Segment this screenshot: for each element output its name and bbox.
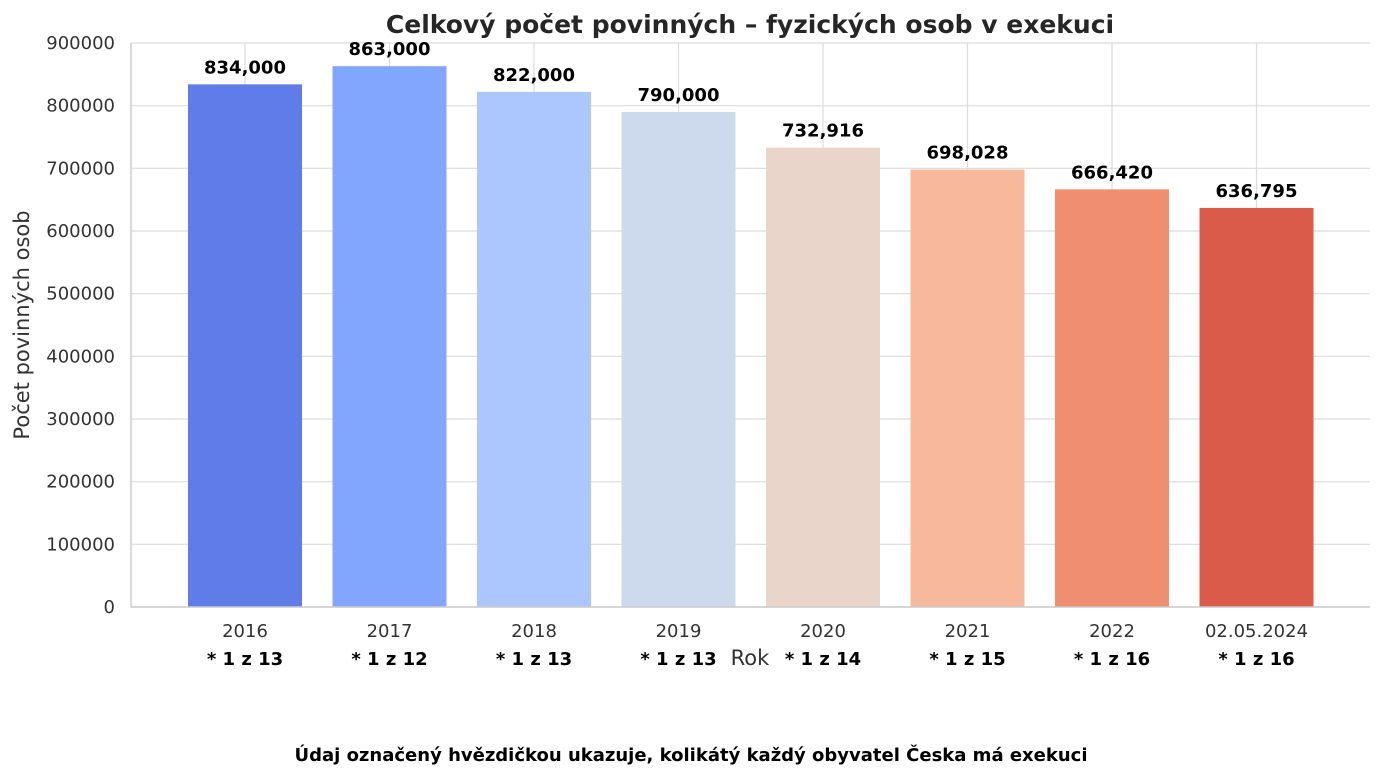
value-labels: 834,000 863,000 822,000 790,000 732,916 698,0… bbox=[204, 39, 1297, 202]
ratio-label: * 1 z 16 bbox=[1218, 649, 1294, 670]
bar bbox=[1055, 189, 1169, 607]
x-tick-labels: 2016 2017 2018 2019 2020 2021 2022 02.05.2024 bbox=[222, 621, 1308, 642]
ratio-label: * 1 z 13 bbox=[496, 649, 572, 670]
x-tick-label: 2021 bbox=[945, 621, 991, 642]
bar bbox=[766, 147, 880, 607]
ratio-labels: * 1 z 13 * 1 z 12 * 1 z 13 * 1 z 13 * 1 z 14… bbox=[207, 649, 1295, 670]
y-axis-title: Počet povinných osob bbox=[10, 210, 34, 439]
bar bbox=[621, 111, 736, 607]
y-tick-label: 400000 bbox=[46, 346, 115, 367]
bar bbox=[910, 169, 1025, 607]
x-tick-label: 2022 bbox=[1089, 621, 1135, 642]
y-tick-labels: 0 100000 200000 300000 400000 500000 600000 700… bbox=[46, 33, 115, 618]
x-tick-label: 2018 bbox=[511, 621, 557, 642]
bar-value-label: 698,028 bbox=[927, 143, 1009, 164]
grid bbox=[131, 42, 1370, 608]
y-tick-label: 800000 bbox=[46, 96, 115, 117]
bar-value-label: 790,000 bbox=[638, 85, 720, 106]
x-axis-title: Rok bbox=[731, 646, 770, 670]
y-tick-label: 100000 bbox=[46, 534, 115, 555]
y-tick-label: 0 bbox=[104, 597, 115, 618]
x-tick-label: 2019 bbox=[656, 621, 702, 642]
footnote: Údaj označený hvězdičkou ukazuje, koliká… bbox=[294, 744, 1087, 766]
bar bbox=[477, 91, 591, 607]
bar-value-label: 636,795 bbox=[1216, 181, 1298, 202]
x-tick-label: 2020 bbox=[800, 621, 846, 642]
y-tick-label: 500000 bbox=[46, 284, 115, 305]
bar-value-label: 666,420 bbox=[1071, 162, 1153, 183]
chart-title: Celkový počet povinných – fyzických osob… bbox=[386, 10, 1114, 39]
bar-value-label: 863,000 bbox=[349, 39, 431, 60]
ratio-label: * 1 z 12 bbox=[351, 649, 427, 670]
y-tick-label: 700000 bbox=[46, 158, 115, 179]
y-tick-label: 200000 bbox=[46, 472, 115, 493]
bars bbox=[188, 66, 1314, 608]
ratio-label: * 1 z 14 bbox=[785, 649, 861, 670]
y-tick-label: 900000 bbox=[46, 33, 115, 54]
x-tick-label: 02.05.2024 bbox=[1205, 621, 1308, 642]
x-tick-label: 2016 bbox=[222, 621, 268, 642]
bar-value-label: 822,000 bbox=[493, 65, 575, 86]
bar-value-label: 834,000 bbox=[204, 57, 286, 78]
ratio-label: * 1 z 13 bbox=[640, 649, 716, 670]
bar bbox=[188, 84, 302, 608]
ratio-label: * 1 z 13 bbox=[207, 649, 283, 670]
y-tick-label: 600000 bbox=[46, 221, 115, 242]
bar-value-label: 732,916 bbox=[782, 121, 864, 142]
ratio-label: * 1 z 16 bbox=[1074, 649, 1150, 670]
x-tick-label: 2017 bbox=[367, 621, 413, 642]
ratio-label: * 1 z 15 bbox=[929, 649, 1005, 670]
y-tick-label: 300000 bbox=[46, 409, 115, 430]
bar bbox=[1199, 207, 1314, 607]
bar bbox=[332, 66, 447, 608]
